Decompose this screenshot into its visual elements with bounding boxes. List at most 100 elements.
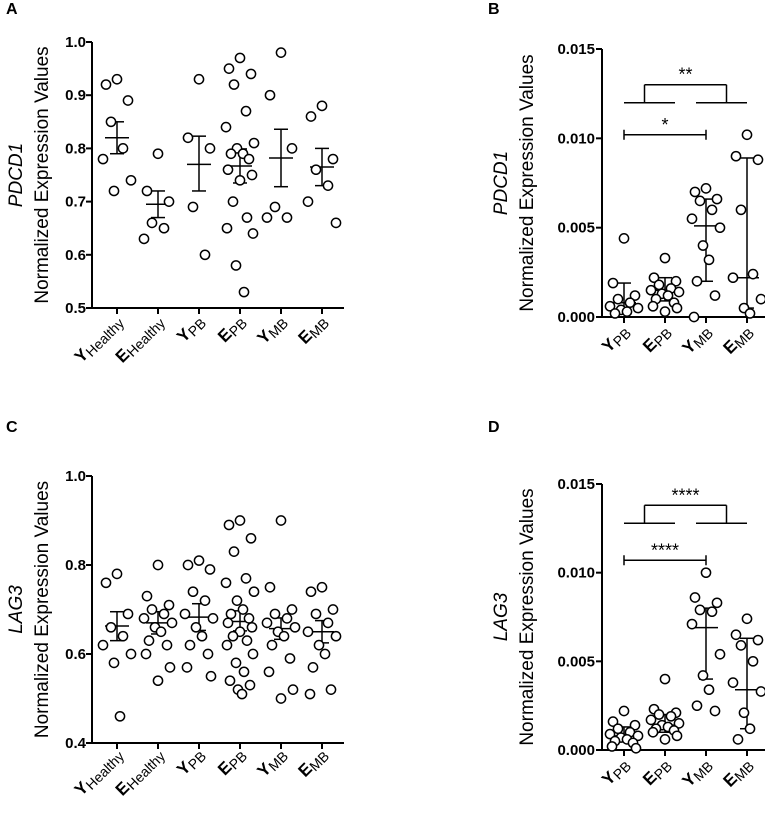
data-point xyxy=(97,639,109,651)
data-point xyxy=(225,608,237,620)
data-point xyxy=(711,597,723,609)
x-category-label: YMB xyxy=(254,311,292,349)
data-point xyxy=(645,714,657,726)
data-point xyxy=(152,148,164,160)
data-point xyxy=(730,150,742,162)
data-point xyxy=(202,648,214,660)
data-point xyxy=(689,186,701,198)
data-point xyxy=(114,710,126,722)
x-category-label: EMB xyxy=(720,754,758,792)
data-point xyxy=(322,617,334,629)
data-point xyxy=(105,116,117,128)
data-point xyxy=(241,212,253,223)
data-point xyxy=(243,613,255,624)
data-point xyxy=(236,688,248,700)
data-point xyxy=(100,577,112,589)
data-point xyxy=(278,630,290,642)
data-point xyxy=(245,68,257,80)
data-point xyxy=(310,164,322,176)
data-point xyxy=(227,630,239,642)
data-point xyxy=(647,726,659,738)
data-point xyxy=(234,52,246,64)
data-point xyxy=(607,716,619,727)
data-point xyxy=(697,670,709,681)
data-point xyxy=(700,567,712,579)
data-point xyxy=(240,105,252,117)
data-point xyxy=(618,233,630,244)
data-point xyxy=(305,586,317,598)
y-tick-label: 0.005 xyxy=(557,653,595,670)
data-point xyxy=(237,604,249,615)
data-point xyxy=(632,730,644,742)
data-point xyxy=(752,154,764,166)
data-point xyxy=(727,272,739,284)
data-point xyxy=(247,648,259,660)
data-point xyxy=(152,675,164,687)
data-point xyxy=(225,148,237,160)
data-point xyxy=(125,174,137,186)
data-point xyxy=(700,183,712,194)
data-point xyxy=(691,275,703,287)
data-point xyxy=(221,222,233,234)
data-point xyxy=(111,73,123,85)
data-point xyxy=(108,657,120,669)
y-tick-label: 1.0 xyxy=(65,34,86,51)
data-point xyxy=(138,613,150,624)
data-point xyxy=(263,666,275,678)
data-point xyxy=(190,621,202,633)
data-point xyxy=(662,290,674,301)
data-point xyxy=(316,581,328,593)
data-point xyxy=(100,79,112,90)
data-point xyxy=(629,719,641,731)
data-point xyxy=(179,608,191,620)
data-point xyxy=(618,705,630,717)
data-point xyxy=(630,742,642,754)
data-point xyxy=(645,284,657,296)
x-category-label: EMB xyxy=(295,744,333,782)
data-point xyxy=(752,634,764,646)
data-point xyxy=(714,648,726,660)
data-point xyxy=(632,302,644,314)
data-point xyxy=(230,657,242,669)
data-point xyxy=(199,249,211,261)
y-tick-label: 0.6 xyxy=(65,247,86,264)
data-point xyxy=(659,734,671,745)
data-point xyxy=(163,196,175,207)
y-axis-label: Normalized Expression Values xyxy=(32,46,53,303)
data-point xyxy=(143,635,155,647)
data-point xyxy=(744,308,756,319)
data-point xyxy=(648,272,660,284)
data-point xyxy=(234,515,246,526)
data-point xyxy=(181,662,193,673)
data-point xyxy=(227,196,239,207)
data-point xyxy=(275,47,287,58)
data-point xyxy=(266,639,278,651)
data-point xyxy=(275,515,287,526)
y-tick-label: 0.8 xyxy=(65,140,86,157)
gene-label: PDCD1 xyxy=(491,151,512,215)
data-point xyxy=(284,653,296,664)
data-point xyxy=(325,684,337,695)
x-category-label: EMB xyxy=(295,311,333,349)
data-point xyxy=(228,546,240,558)
data-point xyxy=(125,648,137,660)
data-point xyxy=(238,666,250,678)
data-point xyxy=(653,709,665,720)
data-point xyxy=(240,573,252,584)
data-point xyxy=(755,293,765,305)
category-subscript: Healthy xyxy=(123,315,168,360)
y-axis-label: Normalized Expression Values xyxy=(517,54,538,311)
significance-label: **** xyxy=(671,485,699,505)
data-point xyxy=(117,143,129,154)
data-point xyxy=(97,153,109,165)
data-point xyxy=(234,174,246,186)
data-point xyxy=(738,707,750,719)
panel-letter: C xyxy=(6,419,18,436)
data-point xyxy=(223,63,235,74)
data-point xyxy=(714,222,726,234)
data-point xyxy=(735,640,747,651)
data-point xyxy=(187,586,199,598)
data-point xyxy=(228,79,240,90)
data-point xyxy=(609,308,621,319)
data-point xyxy=(686,213,698,225)
